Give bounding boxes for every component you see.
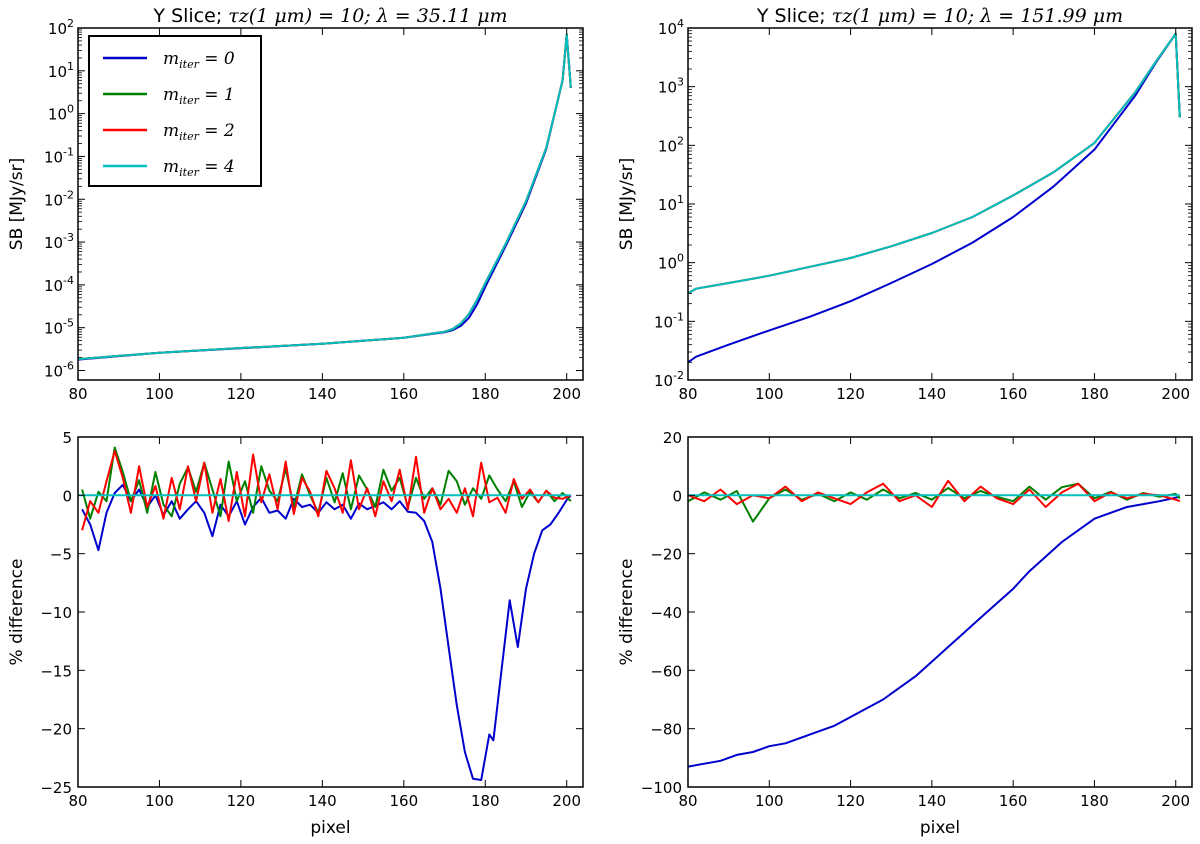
x-tick-label: 80	[678, 792, 697, 810]
x-tick-label: 200	[1161, 792, 1190, 810]
x-tick-label: 120	[227, 792, 256, 810]
x-tick-label: 140	[918, 385, 947, 403]
series-line-bl-2	[81, 450, 572, 531]
y-tick-label: 10-6	[44, 360, 74, 381]
y-tick-label: 103	[658, 76, 684, 97]
x-tick-label: 160	[389, 792, 418, 810]
x-tick-label: 200	[1161, 385, 1190, 403]
legend-label: miter = 0	[163, 49, 235, 71]
y-tick-label: 0	[672, 487, 682, 505]
x-tick-label: 140	[918, 792, 947, 810]
x-tick-label: 120	[227, 385, 256, 403]
y-tick-label: −25	[40, 779, 72, 797]
y-tick-label: −40	[650, 604, 682, 622]
x-axis-label: pixel	[920, 818, 960, 838]
series-line-br-2	[688, 479, 1181, 508]
y-tick-label: 102	[658, 134, 684, 155]
chart-tr: 80 100 120 140 160 180 200 10-2 10-1 100 101 102 103…	[617, 5, 1193, 403]
axes-frame-tl	[77, 27, 584, 381]
chart-title: Y Slice; τz(1 μm) = 10; λ = 35.11 μm	[152, 5, 507, 27]
series-line-tr-2	[688, 32, 1181, 295]
series-line-bl-0	[81, 483, 572, 781]
y-tick-label: −100	[641, 779, 682, 797]
y-tick-label: 10-1	[44, 145, 74, 166]
y-axis-label: SB [MJy/sr]	[617, 158, 637, 250]
x-tick-label: 100	[755, 792, 784, 810]
series-line-tr-3	[688, 32, 1181, 295]
y-tick-label: 101	[658, 193, 684, 214]
series-line-tr-1	[688, 32, 1181, 295]
series-line-bl-1	[81, 446, 572, 520]
x-tick-label: 140	[308, 792, 337, 810]
y-tick-label: 5	[62, 429, 72, 447]
legend-label: miter = 4	[163, 157, 235, 179]
x-tick-label: 100	[145, 385, 174, 403]
y-tick-label: 102	[48, 17, 74, 38]
y-tick-label: −20	[40, 721, 72, 739]
x-tick-label: 200	[552, 385, 581, 403]
x-tick-label: 160	[999, 792, 1028, 810]
x-tick-label: 120	[836, 792, 865, 810]
series-line-tl-3	[78, 33, 572, 361]
series-line-tr-0	[688, 32, 1181, 364]
y-axis-label: SB [MJy/sr]	[7, 158, 27, 250]
y-tick-label: −20	[650, 546, 682, 564]
x-tick-label: 80	[678, 385, 697, 403]
axes-frame-tr	[687, 27, 1193, 381]
x-tick-label: 180	[471, 385, 500, 403]
x-tick-label: 200	[552, 792, 581, 810]
legend-label: miter = 2	[163, 121, 235, 143]
chart-bl: 80 100 120 140 160 180 200 −25 −20 −15 −10 −5 0 5 % di…	[7, 429, 584, 838]
axes-frame-br	[687, 436, 1193, 788]
chart-tl: 80 100 120 140 160 180 200 10-6 10-5 10-4 10-3 10-2…	[7, 5, 584, 403]
chart-title: Y Slice; τz(1 μm) = 10; λ = 151.99 μm	[756, 5, 1123, 27]
y-tick-label: −10	[40, 604, 72, 622]
y-tick-label: 10-3	[44, 231, 74, 252]
y-tick-label: 100	[658, 252, 684, 273]
legend-label: miter = 1	[163, 85, 235, 107]
x-tick-label: 180	[1080, 792, 1109, 810]
chart-br: 80 100 120 140 160 180 200 −100 −80 −60 −40 −20 0 20%…	[617, 429, 1193, 838]
y-axis-label: % difference	[617, 559, 637, 666]
y-tick-label: −15	[40, 662, 72, 680]
y-tick-label: 104	[658, 17, 684, 38]
x-tick-label: 100	[755, 385, 784, 403]
y-tick-label: 10-1	[654, 310, 684, 331]
y-tick-label: 101	[48, 60, 74, 81]
y-tick-label: 0	[62, 487, 72, 505]
x-tick-label: 140	[308, 385, 337, 403]
series-line-br-0	[688, 495, 1181, 768]
x-tick-label: 180	[471, 792, 500, 810]
y-tick-label: −5	[50, 546, 72, 564]
y-tick-label: −60	[650, 662, 682, 680]
x-tick-label: 180	[1080, 385, 1109, 403]
legend-box	[88, 35, 262, 187]
y-tick-label: 10-2	[44, 188, 74, 209]
y-tick-label: 100	[48, 103, 74, 124]
x-tick-label: 80	[68, 792, 87, 810]
y-tick-label: 10-5	[44, 317, 74, 338]
x-tick-label: 160	[389, 385, 418, 403]
legend: miter = 0 miter = 1 miter = 2 miter = 4	[88, 35, 262, 187]
y-axis-label: % difference	[7, 559, 27, 666]
y-tick-label: 10-4	[44, 274, 74, 295]
y-tick-label: 10-2	[654, 369, 684, 390]
x-tick-label: 120	[836, 385, 865, 403]
x-axis-label: pixel	[310, 818, 350, 838]
y-tick-label: 20	[663, 429, 682, 447]
x-tick-label: 80	[68, 385, 87, 403]
x-tick-label: 160	[999, 385, 1028, 403]
y-tick-label: −80	[650, 721, 682, 739]
x-tick-label: 100	[145, 792, 174, 810]
